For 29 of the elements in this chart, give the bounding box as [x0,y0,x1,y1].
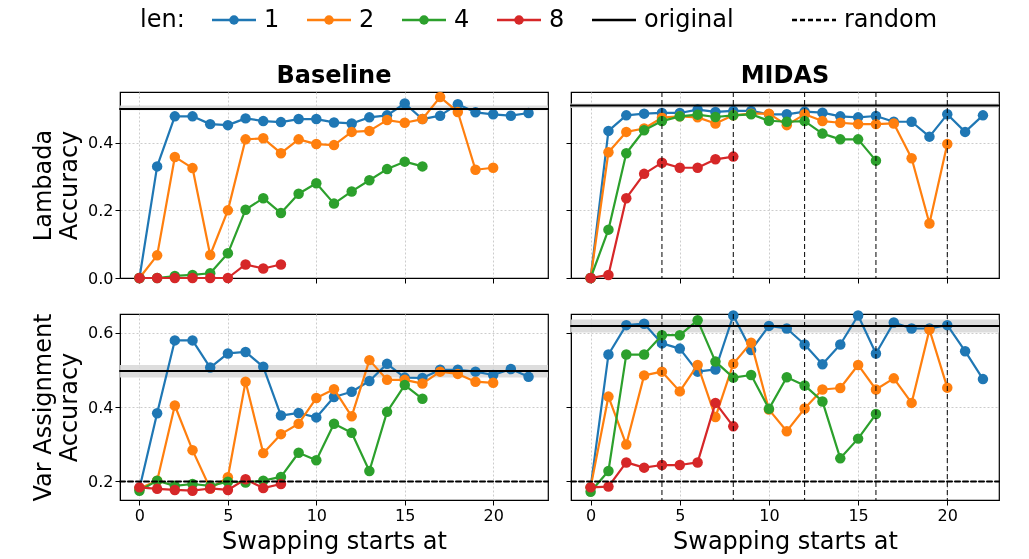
x-tick-label: 15 [395,505,416,525]
x-tick-label: 10 [759,505,780,525]
x-tick-label: 5 [675,505,686,525]
legend-title: len: [140,5,185,33]
x-axis-title: Swapping starts at [673,526,898,555]
x-tick-label: 15 [848,505,869,525]
legend-label: 4 [454,5,470,33]
x-tick-label: 10 [306,505,327,525]
legend-label: 2 [359,5,375,33]
y-axis-title: Var Assignment Accuracy [29,313,84,502]
legend-label: 1 [264,5,280,33]
y-tick-label: 0.6 [88,323,114,343]
y-tick-label: 0.4 [88,397,114,417]
y-tick-label: 0.4 [88,133,114,153]
chart-title: Baseline [276,60,392,89]
y-axis-title: Lambada Accuracy [29,129,84,242]
y-tick-label: 0.0 [88,268,114,288]
x-tick-label: 5 [223,505,234,525]
x-tick-label: 20 [937,505,958,525]
y-tick-label: 0.2 [88,200,114,220]
x-tick-label: 0 [586,505,597,525]
legend-label: original [644,5,734,33]
y-tick-label: 0.2 [88,471,114,491]
chart-title: MIDAS [740,60,830,89]
legend-label: 8 [549,5,565,33]
x-axis-title: Swapping starts at [222,526,447,555]
legend-label: random [844,5,938,33]
x-tick-label: 20 [483,505,504,525]
x-tick-label: 0 [134,505,146,525]
